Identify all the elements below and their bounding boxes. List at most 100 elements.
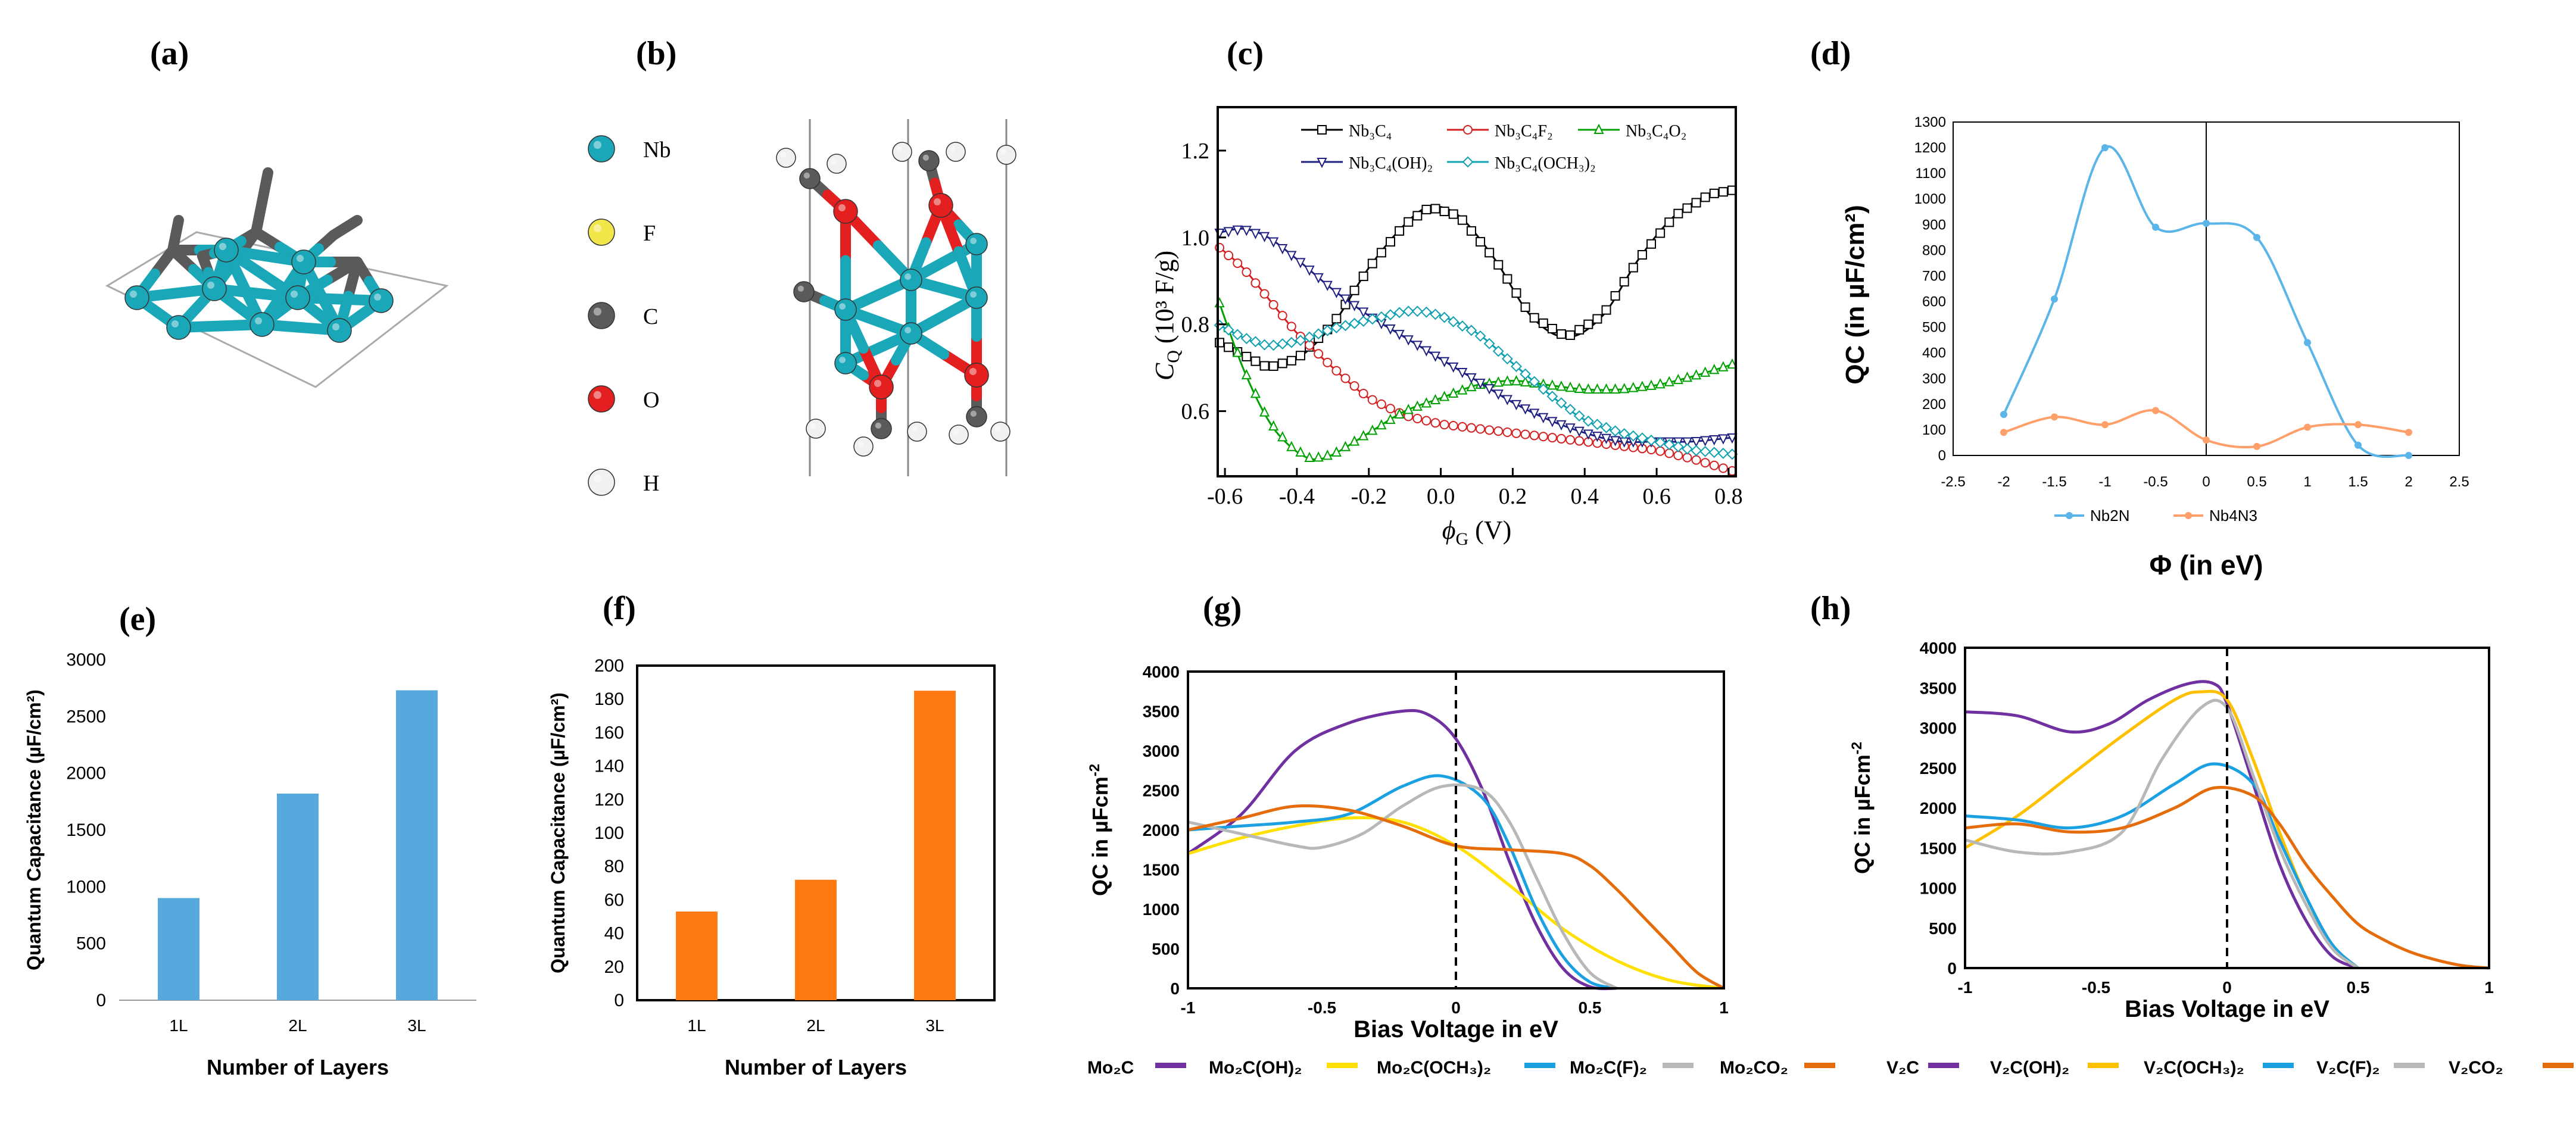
atom-b-c: [799, 168, 821, 189]
series-marker-4: [1465, 324, 1477, 336]
series-marker-0: [1224, 342, 1234, 352]
series-marker-3: [1313, 273, 1324, 284]
atom-b-o: [869, 374, 894, 399]
series-point-0: [2152, 223, 2159, 231]
series-marker-3: [1259, 232, 1270, 242]
series-marker-4: [1349, 317, 1360, 329]
series-marker-1: [1476, 424, 1486, 434]
y-tick-label: 140: [594, 757, 624, 776]
series-marker-0: [1259, 361, 1270, 371]
series-marker-1: [1349, 381, 1359, 391]
x-tick-label: -0.4: [1279, 484, 1315, 509]
series-marker-1: [1700, 458, 1710, 468]
x-tick-label: 0.0: [1427, 484, 1455, 509]
bond-a-top-2-half2: [340, 215, 363, 233]
series-marker-2: [1592, 383, 1603, 394]
series-marker-2: [1556, 380, 1567, 391]
x-axis-label-sub: G: [1456, 529, 1469, 549]
x-tick-label: -1.5: [2042, 474, 2066, 490]
series-marker-2: [1268, 420, 1279, 431]
series-marker-2: [1691, 369, 1702, 380]
series-marker-4: [1601, 422, 1612, 433]
y-tick-label: 100: [1922, 422, 1946, 438]
series-marker-2: [1376, 419, 1387, 430]
atom-b-c-highlight: [797, 285, 804, 292]
series-marker-0: [1395, 226, 1405, 236]
series-marker-0: [1295, 351, 1305, 361]
y-tick-label: 0: [614, 991, 624, 1010]
series-marker-0: [1250, 356, 1261, 366]
atom-nb-highlight: [219, 243, 226, 250]
series-marker-3: [1709, 435, 1720, 446]
atom-b-h: [996, 145, 1016, 165]
x-tick-label: 0.5: [2247, 474, 2266, 490]
series-marker-4: [1663, 439, 1675, 451]
x-tick-label: 1L: [169, 1016, 188, 1035]
series-marker-3: [1547, 417, 1558, 427]
series-marker-3: [1457, 367, 1468, 379]
series-line-0: [1964, 680, 2359, 970]
series-marker-4: [1511, 361, 1522, 372]
series-marker-2: [1583, 383, 1593, 394]
atom-b-h-highlight: [994, 426, 1000, 432]
series-marker-4: [1483, 338, 1495, 349]
atom-b-h: [892, 142, 912, 162]
atom-b-c: [918, 150, 940, 171]
legend-label-2: Mo₂C(OCH₃)₂: [1377, 1058, 1491, 1078]
series-marker-3: [1322, 280, 1333, 291]
atom-nb: [285, 285, 310, 310]
atom-b-c-highlight: [875, 422, 881, 429]
y-tick-label: 800: [1922, 242, 1946, 258]
x-tick-label: -0.5: [2143, 474, 2168, 490]
series-marker-0: [1439, 207, 1449, 217]
series-marker-3: [1601, 433, 1612, 445]
series-marker-3: [1511, 399, 1522, 411]
series-point-1: [2203, 436, 2210, 444]
series-marker-4: [1393, 307, 1405, 319]
x-tick-label: 1: [2303, 474, 2311, 490]
series-marker-4: [1627, 430, 1639, 442]
y-tick-label: 1.0: [1181, 226, 1210, 251]
y-tick-label: 500: [1929, 919, 1957, 938]
y-tick-label: 2000: [66, 764, 106, 783]
series-marker-3: [1304, 266, 1315, 276]
series-marker-4: [1439, 311, 1451, 323]
y-tick-label: 80: [604, 857, 624, 876]
atom-b-nb-highlight: [905, 273, 911, 280]
series-marker-4: [1582, 415, 1594, 427]
legend-label-o: O: [643, 388, 659, 413]
series-marker-1: [1673, 450, 1683, 460]
atom-nb: [124, 285, 149, 310]
legend-label-1: V₂C(OH)₂: [1990, 1058, 2069, 1078]
y-axis-label: Quantum Capacitance (µF/cm²): [547, 692, 569, 973]
atom-b-o-highlight: [934, 198, 941, 205]
series-point-1: [2354, 421, 2362, 429]
series-marker-2: [1331, 446, 1342, 457]
series-marker-3: [1484, 384, 1495, 395]
series-marker-1: [1430, 418, 1440, 428]
series-marker-0: [1520, 302, 1530, 312]
series-marker-2: [1466, 380, 1477, 392]
atom-nb: [369, 288, 394, 313]
series-marker-4: [1708, 447, 1720, 458]
series-marker-4: [1717, 447, 1729, 459]
series-marker-2: [1646, 379, 1657, 390]
series-marker-1: [1323, 357, 1333, 367]
series-marker-4: [1250, 336, 1261, 348]
y-tick-label: 120: [594, 790, 624, 810]
series-marker-4: [1538, 383, 1549, 395]
series-marker-0: [1511, 288, 1521, 298]
y-axis-label-symbol: C: [1150, 363, 1179, 380]
x-tick-label: -0.5: [1308, 998, 1336, 1017]
legend-atom-o-highlight: [593, 391, 602, 399]
series-marker-3: [1340, 294, 1351, 305]
legend-swatch-2: [1524, 1063, 1555, 1068]
y-axis-label-main: QC in µFcm: [1850, 754, 1875, 874]
atom-b-h: [827, 154, 847, 174]
series-marker-4: [1610, 425, 1621, 437]
series-marker-4: [1214, 319, 1225, 331]
legend-atom-o: [588, 385, 615, 413]
x-axis-label: Bias Voltage in eV: [1354, 1016, 1558, 1042]
y-tick-label: 1300: [1914, 114, 1946, 130]
series-marker-3: [1592, 432, 1603, 442]
